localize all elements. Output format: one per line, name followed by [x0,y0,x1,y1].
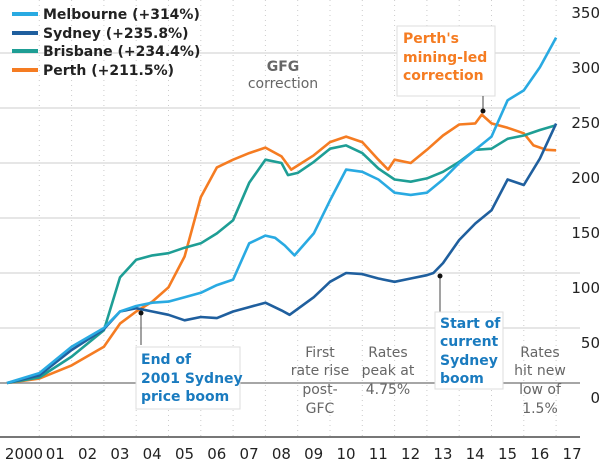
legend-item-brisbane: Brisbane (+234.4%) [12,44,200,60]
annotation-line: peak at [362,363,415,379]
annotation-end-2001-box [135,310,241,410]
annotation-line: GFC [306,401,335,417]
x-tick-label: 15 [498,445,517,463]
legend-label: Perth (+211.5%) [43,63,174,79]
annotation-line: boom [440,371,484,387]
x-tick-label: 16 [530,445,549,463]
x-tick-label: 01 [46,445,65,463]
annotation-line: post- [302,382,337,398]
annotation-line: Rates [368,345,407,361]
annotation-start-sydney-box [434,273,504,390]
legend-label: Sydney (+235.8%) [43,26,189,42]
legend: Melbourne (+314%) Sydney (+235.8%) Brisb… [12,7,200,79]
annotation-line: First [305,345,335,361]
annotation-line: low of [519,382,562,398]
y-tick-label: 250 [571,114,600,132]
x-tick-label: 11 [369,445,388,463]
y-tick-label: 50 [581,334,600,352]
annotation-start-sydney: Start of current Sydney boom [440,316,501,387]
x-tick-label: 03 [110,445,129,463]
x-tick-label: 06 [207,445,226,463]
grid [0,0,580,437]
annotation-line: price boom [141,389,229,405]
annotation-line: 2001 Sydney [141,371,243,387]
x-tick-label: 04 [143,445,162,463]
annotation-rates-peak: Rates peak at 4.75% [362,345,415,398]
legend-item-sydney: Sydney (+235.8%) [12,26,189,42]
y-tick-label: 350 [571,4,600,22]
annotation-end-2001: End of 2001 Sydney price boom [141,352,243,405]
annotation-line: Perth's [403,31,459,47]
annotation-line: current [440,334,499,350]
series-lines [6,36,558,385]
annotation-perth: Perth's mining-led correction [403,31,487,84]
annotation-line: hit new [514,363,566,379]
annotation-line: Sydney [440,353,498,369]
y-tick-label: 200 [571,169,600,187]
x-tick-label: 13 [433,445,452,463]
y-tick-label: 100 [571,279,600,297]
x-tick-label: 08 [272,445,291,463]
y-tick-label: 0 [590,389,600,407]
x-tick-label: 09 [304,445,323,463]
annotation-line: Rates [520,345,559,361]
legend-label: Melbourne (+314%) [43,7,200,23]
legend-item-melbourne: Melbourne (+314%) [12,7,200,23]
annotation-first-rate: First rate rise post- GFC [291,345,349,417]
annotation-gfc: GFG correction [248,59,318,92]
x-tick-label: 10 [336,445,355,463]
x-tick-label: 02 [78,445,97,463]
annotation-line: End of [141,352,192,368]
annotation-line: correction [248,76,318,92]
annotation-line: 4.75% [366,382,410,398]
x-tick-label: 05 [175,445,194,463]
x-tick-label: 12 [401,445,420,463]
x-tick-label: 07 [240,445,259,463]
series-line-melbourne [6,36,558,385]
annotation-line: 1.5% [522,401,558,417]
annotation-line: Start of [440,316,501,332]
annotation-line: GFG [267,59,300,75]
x-tick-label: 17 [563,445,582,463]
x-tick-label: 2000 [5,445,43,463]
legend-item-perth: Perth (+211.5%) [12,63,174,79]
series-line-sydney [6,123,558,385]
x-tick-label: 14 [466,445,485,463]
y-tick-label: 150 [571,224,600,242]
annotation-line: rate rise [291,363,349,379]
annotation-line: correction [403,68,484,84]
legend-label: Brisbane (+234.4%) [43,44,200,60]
x-axis: 2000 01 02 03 04 05 06 07 08 09 10 11 12 13 14 15 16 17 [0,436,582,463]
y-axis: 0 50 100 150 200 250 300 350 [571,4,600,407]
annotation-line: mining-led [403,50,487,66]
y-tick-label: 300 [571,59,600,77]
annotation-rates-low: Rates hit new low of 1.5% [514,345,566,417]
annotation-perth-box [396,25,496,114]
